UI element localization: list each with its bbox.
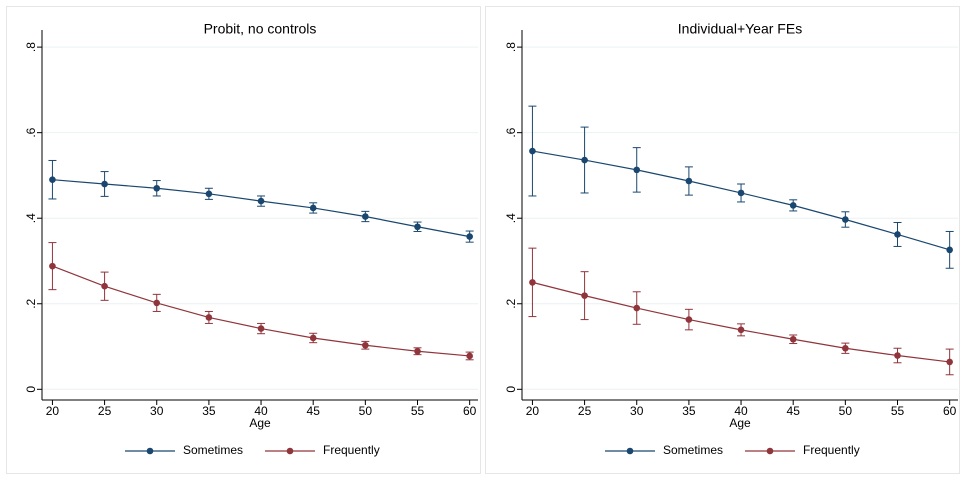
data-point (362, 341, 369, 349)
data-point (529, 147, 536, 155)
data-point (205, 314, 213, 321)
x-tick-label: 35 (202, 404, 216, 418)
data-point (414, 347, 421, 355)
y-tick-label: .8 (24, 42, 38, 52)
legend-marker (626, 447, 634, 455)
y-tick-label: .4 (24, 213, 38, 223)
x-tick-label: 60 (463, 404, 477, 418)
legend-label: Frequently (803, 443, 860, 457)
x-tick-label: 20 (526, 404, 540, 418)
y-tick-label: .2 (24, 298, 38, 308)
data-point (737, 326, 745, 334)
data-point (414, 223, 421, 231)
x-tick-label: 55 (411, 404, 425, 418)
data-point (153, 184, 161, 192)
legend-label: Sometimes (183, 443, 243, 457)
data-point (101, 180, 108, 188)
data-point (894, 352, 901, 359)
y-tick-label: .6 (24, 127, 38, 137)
x-tick-label: 40 (734, 404, 748, 418)
y-tick-label: 0 (504, 386, 518, 393)
data-point (101, 282, 108, 290)
x-axis-label: Age (249, 416, 271, 430)
chart-title: Probit, no controls (204, 21, 317, 37)
data-point (633, 304, 641, 312)
data-point (685, 177, 693, 185)
data-point (789, 202, 797, 209)
x-tick-label: 60 (943, 404, 957, 418)
x-tick-label: 25 (98, 404, 112, 418)
legend-label: Frequently (323, 443, 380, 457)
data-point (737, 189, 745, 197)
data-point (257, 197, 265, 205)
data-point (946, 246, 953, 254)
y-tick-label: .6 (504, 127, 518, 137)
data-point (257, 325, 265, 332)
x-tick-label: 25 (578, 404, 592, 418)
x-tick-label: 50 (359, 404, 373, 418)
data-point (466, 233, 473, 240)
x-tick-label: 30 (150, 404, 164, 418)
x-tick-label: 35 (682, 404, 696, 418)
x-tick-label: 50 (839, 404, 853, 418)
x-axis-label: Age (729, 416, 751, 430)
data-point (685, 316, 693, 323)
y-tick-label: .8 (504, 42, 518, 52)
panel-frame (485, 6, 960, 474)
data-point (894, 231, 901, 238)
data-point (49, 262, 56, 270)
panel: Probit, no controls 0 .2 .4 .6 .8 20 25 30 35 40 45… (24, 21, 478, 457)
legend-label: Sometimes (663, 443, 723, 457)
data-point (205, 190, 213, 198)
legend-marker (766, 447, 774, 455)
x-tick-label: 55 (891, 404, 905, 418)
data-point (842, 344, 849, 352)
data-point (309, 334, 317, 342)
data-point (946, 358, 953, 366)
legend-marker (146, 447, 154, 455)
chart-title: Individual+Year FEs (678, 21, 802, 37)
x-tick-label: 45 (787, 404, 801, 418)
x-tick-label: 40 (254, 404, 268, 418)
data-point (466, 352, 473, 360)
data-point (309, 204, 317, 212)
panel-frame (6, 6, 481, 474)
data-point (842, 216, 849, 223)
data-point (581, 156, 588, 164)
x-tick-label: 45 (307, 404, 321, 418)
x-tick-label: 30 (630, 404, 644, 418)
y-tick-label: 0 (24, 386, 38, 393)
data-point (633, 166, 641, 174)
y-tick-label: .4 (504, 213, 518, 223)
x-tick-label: 20 (46, 404, 60, 418)
data-point (529, 279, 536, 286)
legend-marker (286, 447, 294, 455)
panel: Individual+Year FEs 0 .2 .4 .6 .8 20 25 30 35 40 45… (504, 21, 958, 457)
data-point (581, 292, 588, 299)
data-point (49, 176, 56, 184)
data-point (789, 335, 797, 343)
data-point (362, 213, 369, 220)
y-tick-label: .2 (504, 298, 518, 308)
data-point (153, 299, 161, 307)
